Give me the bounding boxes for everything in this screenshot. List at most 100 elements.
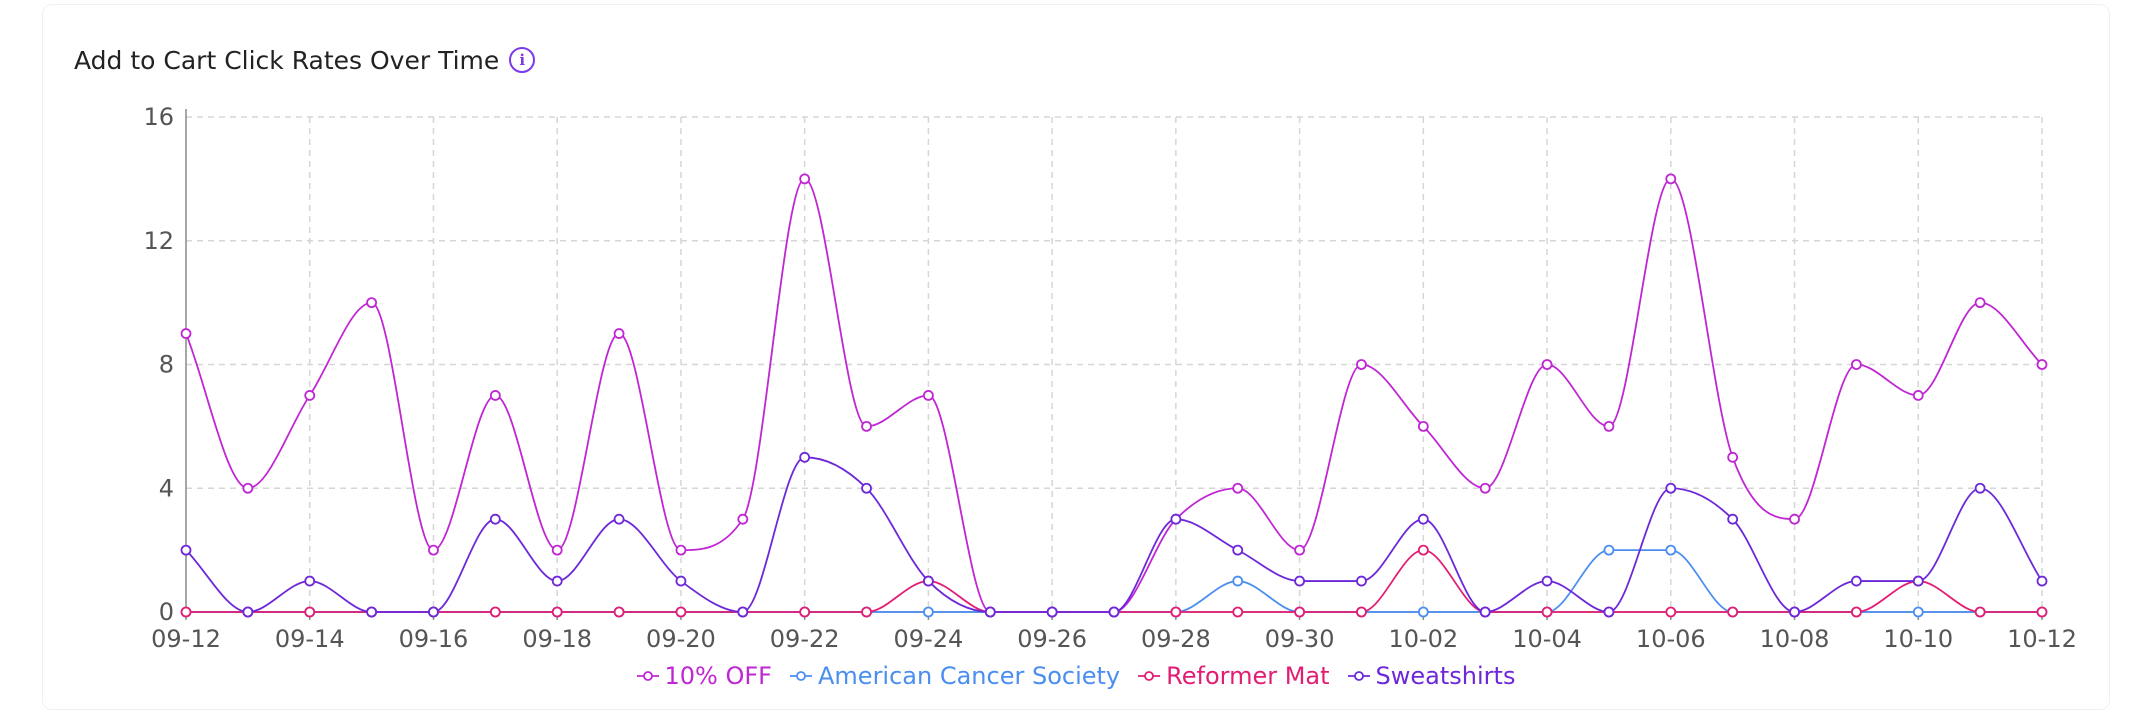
x-tick-label: 10-12 [2007, 625, 2077, 653]
data-point [551, 606, 563, 618]
data-point [1603, 606, 1615, 618]
x-tick-label: 09-28 [1141, 625, 1211, 653]
data-point [1789, 606, 1800, 618]
data-point [366, 297, 378, 309]
data-point [551, 544, 563, 556]
data-point [1727, 513, 1739, 525]
data-point [1417, 544, 1429, 556]
chart-header: Add to Cart Click Rates Over Time i [74, 40, 536, 80]
data-point [923, 575, 934, 587]
legend-marker-icon [790, 671, 812, 681]
data-point [984, 606, 996, 618]
x-tick-label: 10-06 [1636, 625, 1706, 653]
data-point [242, 606, 254, 618]
data-point [489, 606, 501, 618]
data-point [428, 606, 439, 618]
data-point [1232, 575, 1244, 587]
data-point [1541, 575, 1553, 587]
data-point [1603, 544, 1615, 556]
data-point [1356, 575, 1367, 587]
series-sweatshirts [180, 451, 2048, 618]
legend-label: 10% OFF [664, 662, 772, 690]
data-point [304, 606, 316, 618]
data-point [1232, 482, 1244, 494]
data-point [2036, 359, 2048, 370]
data-point [923, 390, 934, 401]
y-tick-label: 16 [143, 103, 174, 131]
data-point [1665, 482, 1677, 494]
data-point [551, 575, 563, 587]
data-point [1727, 606, 1739, 618]
x-tick-label: 10-04 [1512, 625, 1582, 653]
data-point [2036, 606, 2048, 618]
data-point [1356, 606, 1367, 618]
x-tick-label: 09-16 [399, 625, 469, 653]
data-point [737, 606, 749, 618]
x-tick-label: 09-30 [1265, 625, 1335, 653]
x-tick-label: 09-14 [275, 625, 345, 653]
data-point [1665, 173, 1677, 185]
y-tick-label: 8 [159, 351, 174, 379]
data-point [180, 544, 192, 556]
data-point [1974, 606, 1986, 618]
legend-label: Reformer Mat [1166, 662, 1330, 690]
data-point [1541, 606, 1553, 618]
data-point [799, 606, 811, 618]
data-point [1603, 420, 1615, 432]
legend-item[interactable]: Reformer Mat [1138, 662, 1330, 690]
chart-card [42, 4, 2110, 710]
data-point [799, 451, 811, 463]
data-point [304, 575, 316, 587]
data-point [1479, 606, 1491, 618]
data-point [613, 328, 625, 339]
data-point [861, 420, 872, 432]
x-tick-label: 09-12 [151, 625, 221, 653]
data-point [1789, 513, 1800, 525]
data-point [489, 390, 501, 401]
data-point [675, 544, 687, 556]
data-point [861, 606, 872, 618]
chart-legend: 10% OFF American Cancer Society Reformer M… [0, 662, 2152, 690]
legend-marker-icon [1138, 671, 1161, 681]
data-point [1294, 544, 1305, 556]
legend-marker-icon [636, 671, 659, 681]
data-point [366, 606, 378, 618]
legend-item[interactable]: Sweatshirts [1347, 662, 1515, 690]
x-tick-label: 09-26 [1017, 625, 1087, 653]
data-point [1046, 606, 1058, 618]
data-point [1974, 297, 1986, 309]
data-point [1170, 513, 1182, 525]
chart-title: Add to Cart Click Rates Over Time [74, 45, 500, 75]
data-point [1356, 359, 1367, 370]
x-tick-label: 10-02 [1388, 625, 1458, 653]
data-point [304, 390, 316, 401]
data-point [1294, 575, 1305, 587]
data-point [1851, 575, 1862, 587]
data-point [1665, 544, 1677, 556]
data-point [1912, 575, 1924, 587]
data-point [675, 575, 687, 587]
data-point [675, 606, 687, 618]
data-point [737, 513, 749, 525]
data-point [1541, 359, 1553, 370]
legend-item[interactable]: American Cancer Society [790, 662, 1120, 690]
series-line [186, 549, 2042, 613]
data-point [242, 482, 254, 494]
x-tick-label: 09-20 [646, 625, 716, 653]
x-tick-label: 10-08 [1760, 625, 1830, 653]
data-point [1851, 359, 1862, 370]
y-tick-label: 0 [159, 598, 174, 626]
data-point [1108, 606, 1120, 618]
data-point [861, 482, 872, 494]
x-tick-label: 09-22 [770, 625, 840, 653]
data-point [2036, 575, 2048, 587]
grid [186, 116, 2043, 612]
data-point [1851, 606, 1862, 618]
info-icon[interactable]: i [509, 47, 536, 73]
legend-label: American Cancer Society [818, 662, 1121, 690]
legend-item[interactable]: 10% OFF [636, 662, 772, 690]
data-point [923, 606, 934, 618]
data-point [489, 513, 501, 525]
data-point [1417, 606, 1429, 618]
data-point [1479, 482, 1491, 494]
